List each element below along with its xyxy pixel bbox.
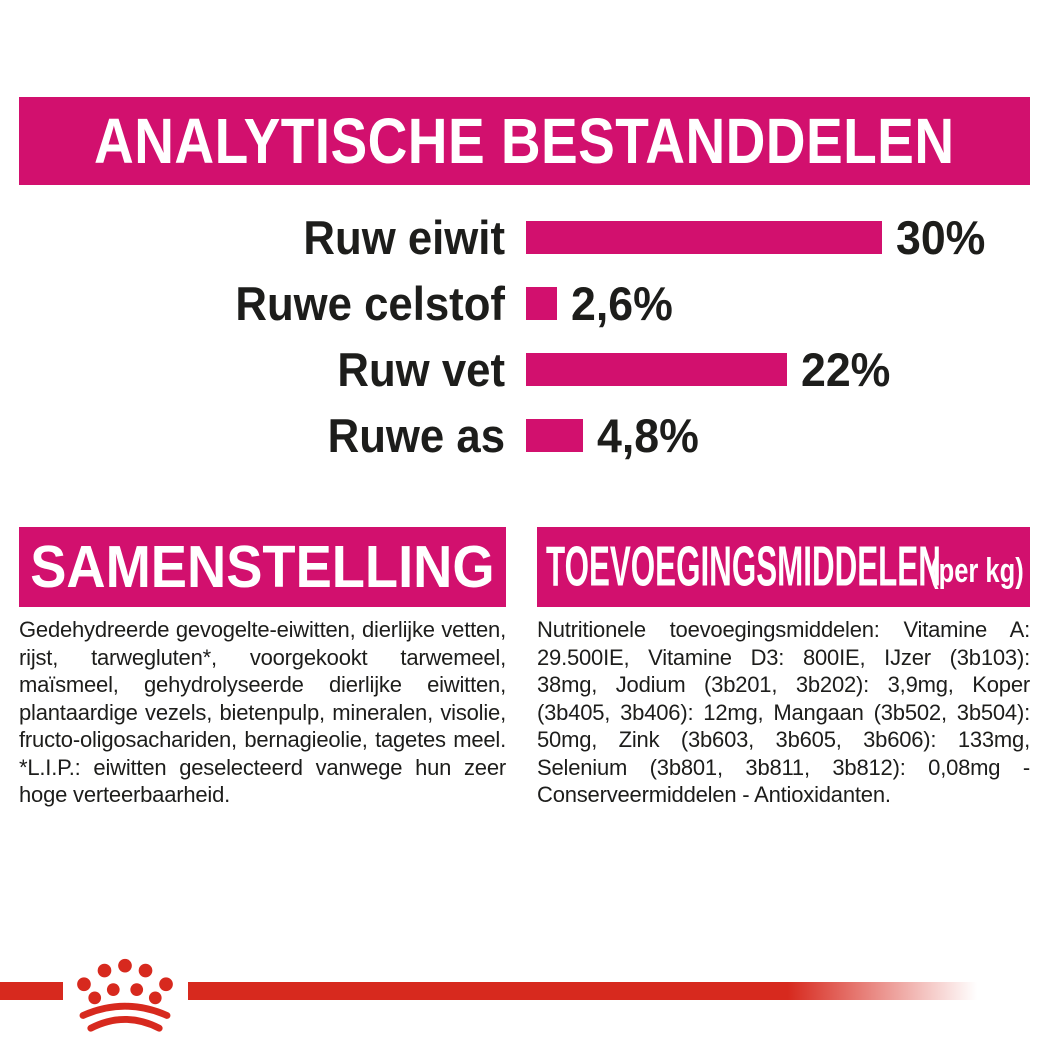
footer-rule-left xyxy=(0,982,63,1000)
chart-bar xyxy=(526,418,583,452)
crown-icon xyxy=(77,958,173,1032)
royal-canin-crown-logo xyxy=(76,952,174,1036)
analytical-components-banner: ANALYTISCHE BESTANDDELEN xyxy=(19,97,1030,185)
additives-body-text: Nutritionele toevoegingsmiddelen: Vitami… xyxy=(537,617,1030,807)
additives-title-per-kg: (per kg) xyxy=(930,552,1024,591)
footer-rule-right xyxy=(188,982,977,1000)
chart-category-label: Ruwe celstof xyxy=(235,276,505,330)
chart-bar xyxy=(526,220,882,254)
chart-row: Ruwe celstof 2,6% xyxy=(0,270,1049,336)
chart-value-label: 2,6% xyxy=(571,276,673,330)
chart-category-label: Ruw eiwit xyxy=(303,210,505,264)
composition-title: SAMENSTELLING xyxy=(30,533,495,600)
chart-value-label: 22% xyxy=(801,342,891,396)
chart-category-label: Ruwe as xyxy=(327,408,505,462)
additives-header: TOEVOEGINGSMIDDELEN (per kg) xyxy=(537,527,1030,607)
composition-body-text: Gedehydreerde gevogelte-eiwitten, dierli… xyxy=(19,617,506,807)
chart-row: Ruw eiwit 30% xyxy=(0,204,1049,270)
composition-header: SAMENSTELLING xyxy=(19,527,506,607)
chart-row: Ruwe as 4,8% xyxy=(0,402,1049,468)
additives-title: TOEVOEGINGSMIDDELEN xyxy=(546,534,941,599)
chart-bar xyxy=(526,286,557,320)
chart-value-label: 4,8% xyxy=(597,408,699,462)
chart-value-label: 30% xyxy=(896,210,986,264)
analytical-components-title: ANALYTISCHE BESTANDDELEN xyxy=(94,105,955,177)
chart-row: Ruw vet 22% xyxy=(0,336,1049,402)
chart-category-label: Ruw vet xyxy=(337,342,505,396)
analytical-bar-chart: Ruw eiwit 30% Ruwe celstof 2,6% Ruw vet 22% Ru… xyxy=(0,204,1049,468)
chart-bar xyxy=(526,352,787,386)
